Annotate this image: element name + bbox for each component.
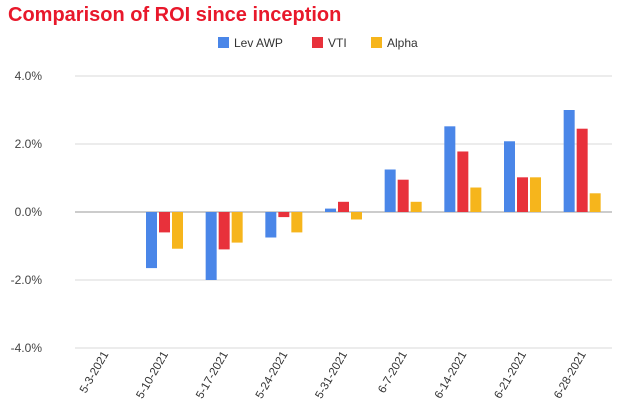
bar-alpha: [351, 212, 362, 220]
bar-lev-awp: [563, 110, 575, 212]
bar-vti: [159, 212, 170, 233]
bar-alpha: [410, 201, 422, 212]
bar-alpha: [291, 212, 303, 233]
bar-vti: [218, 212, 230, 250]
bar-vti: [576, 128, 588, 212]
bar-vti: [397, 179, 409, 212]
bar-lev-awp: [444, 126, 456, 212]
x-tick-label: 6-7-2021: [376, 350, 409, 396]
bar-lev-awp: [384, 169, 396, 212]
y-tick-label: -4.0%: [11, 341, 43, 355]
x-tick-label: 5-24-2021: [254, 350, 291, 401]
y-tick-label: 4.0%: [15, 69, 43, 83]
bar-lev-awp: [504, 141, 515, 212]
bar-alpha: [470, 187, 482, 212]
bar-vti: [338, 201, 349, 212]
legend-swatch: [218, 37, 229, 48]
x-tick-label: 6-14-2021: [433, 350, 470, 401]
bar-alpha: [172, 212, 183, 249]
x-axis-ticks: 5-3-2021 5-10-2021 5-17-2021 5-24-2021 5-31-…: [78, 350, 589, 401]
legend-swatch: [371, 37, 382, 48]
bar-alpha: [589, 193, 601, 212]
bar-vti: [278, 212, 290, 218]
x-tick-label: 5-10-2021: [134, 350, 171, 401]
bar-lev-awp: [146, 212, 157, 269]
bar-vti: [517, 177, 528, 212]
legend-label: Lev AWP: [234, 36, 283, 50]
bar-lev-awp: [205, 212, 217, 280]
legend-label: Alpha: [387, 36, 418, 50]
bar-alpha: [530, 177, 541, 212]
legend: Lev AWP VTI Alpha: [218, 36, 418, 50]
y-tick-label: -2.0%: [11, 273, 43, 287]
x-tick-label: 6-21-2021: [492, 350, 529, 401]
legend-label: VTI: [328, 36, 347, 50]
bar-lev-awp: [265, 212, 277, 238]
bars: [146, 110, 601, 280]
x-tick-label: 5-31-2021: [313, 350, 350, 401]
x-tick-label: 6-28-2021: [552, 350, 589, 401]
chart-title: Comparison of ROI since inception: [8, 4, 342, 26]
bar-vti: [457, 151, 469, 212]
y-axis-ticks: -4.0% -2.0% 0.0% 2.0% 4.0%: [11, 69, 43, 355]
y-tick-label: 2.0%: [15, 137, 43, 151]
y-tick-label: 0.0%: [15, 205, 43, 219]
x-tick-label: 5-3-2021: [78, 350, 111, 396]
x-tick-label: 5-17-2021: [194, 350, 231, 401]
bar-lev-awp: [325, 208, 336, 212]
bar-alpha: [231, 212, 243, 243]
legend-swatch: [312, 37, 323, 48]
